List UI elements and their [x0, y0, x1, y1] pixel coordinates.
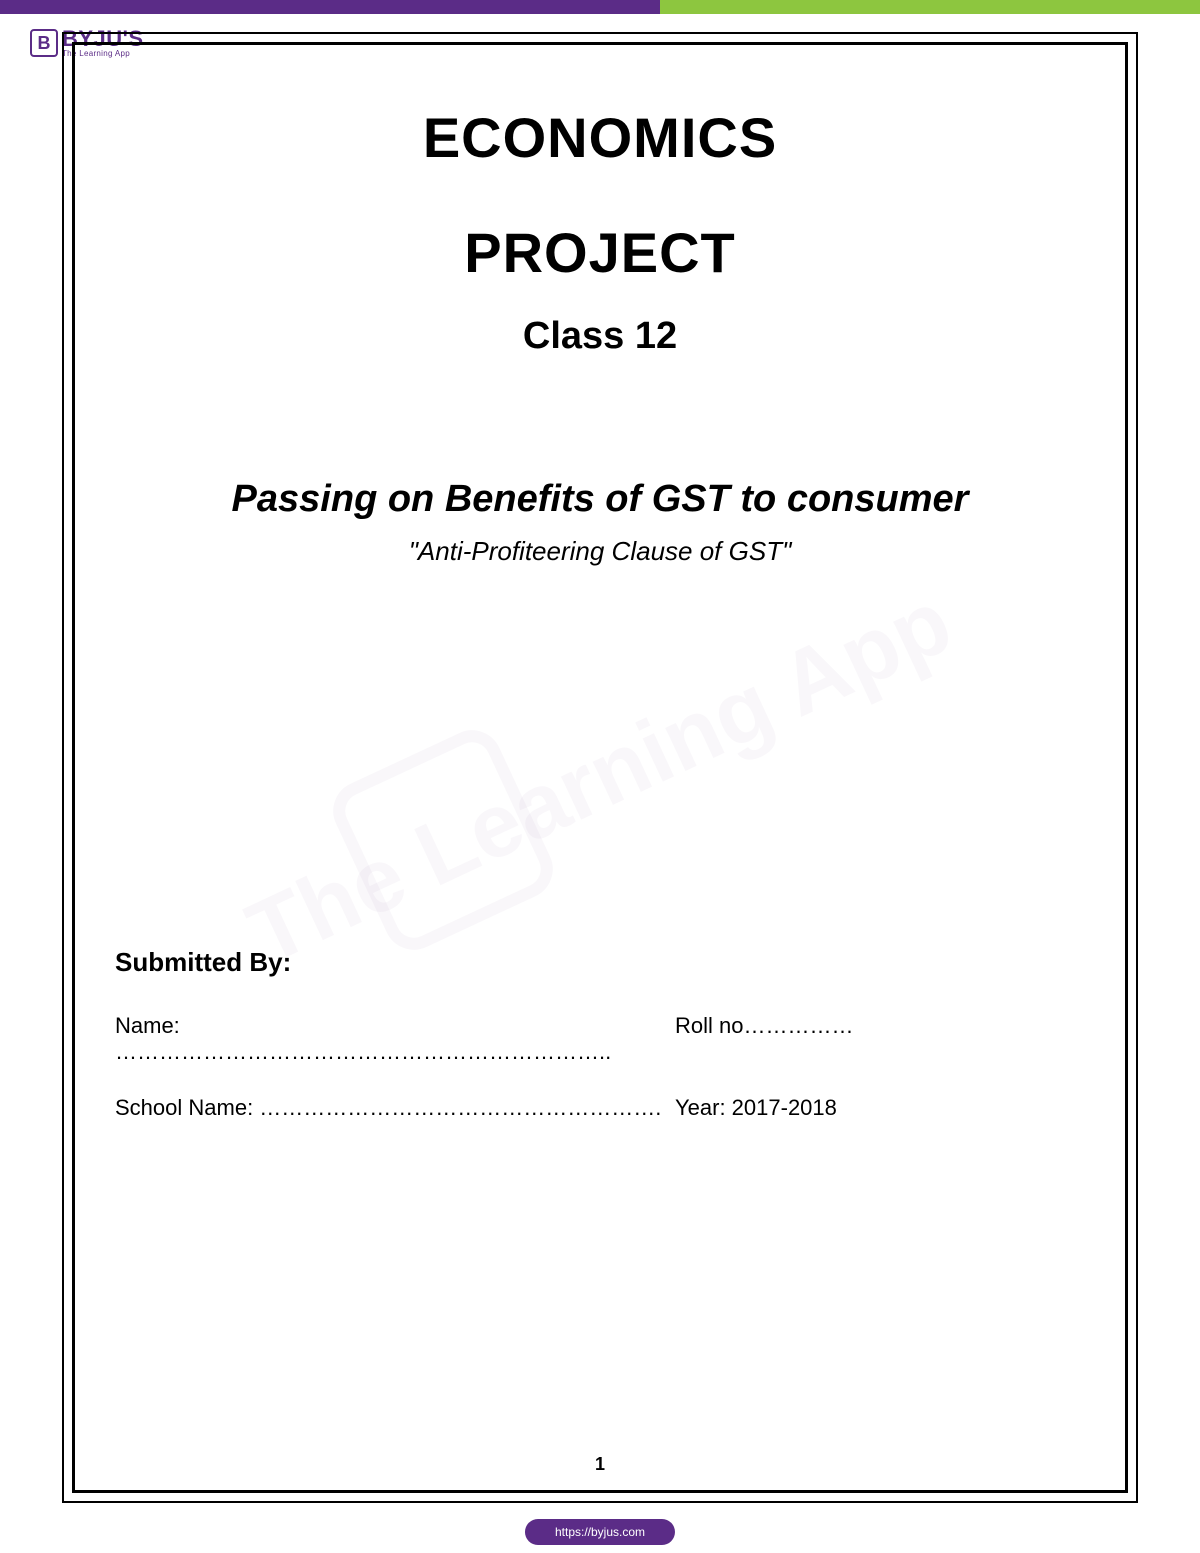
topic-main: Passing on Benefits of GST to consumer — [115, 478, 1085, 521]
form-row-school: School Name: ………………………………………………. Year: 2… — [115, 1095, 1085, 1121]
colon: : — [283, 947, 292, 977]
school-field: School Name: ………………………………………………. — [115, 1095, 675, 1121]
top-banner — [0, 0, 1200, 14]
content: ECONOMICS PROJECT Class 12 Passing on Be… — [115, 105, 1085, 1460]
roll-field: Roll no…………… — [675, 1013, 1085, 1065]
title-section: ECONOMICS PROJECT Class 12 — [115, 105, 1085, 358]
logo-icon: B — [30, 29, 58, 57]
title-project: PROJECT — [115, 220, 1085, 285]
topic-section: Passing on Benefits of GST to consumer "… — [115, 478, 1085, 567]
submitted-header-text: Submitted By — [115, 947, 283, 977]
submitted-section: Submitted By: Name: ……………………………………………………… — [115, 947, 1085, 1121]
form-row-name: Name: ………………………………………………………….. Roll no……… — [115, 1013, 1085, 1065]
title-economics: ECONOMICS — [115, 105, 1085, 170]
title-class: Class 12 — [115, 315, 1085, 358]
year-field: Year: 2017-2018 — [675, 1095, 1085, 1121]
logo-letter: B — [38, 33, 51, 54]
footer-url: https://byjus.com — [525, 1519, 675, 1545]
outer-border: The Learning App ECONOMICS PROJECT Class… — [62, 32, 1138, 1503]
submitted-header: Submitted By: — [115, 947, 1085, 978]
inner-border: The Learning App ECONOMICS PROJECT Class… — [72, 42, 1128, 1493]
name-field: Name: ………………………………………………………….. — [115, 1013, 675, 1065]
topic-sub: "Anti-Profiteering Clause of GST" — [115, 536, 1085, 567]
